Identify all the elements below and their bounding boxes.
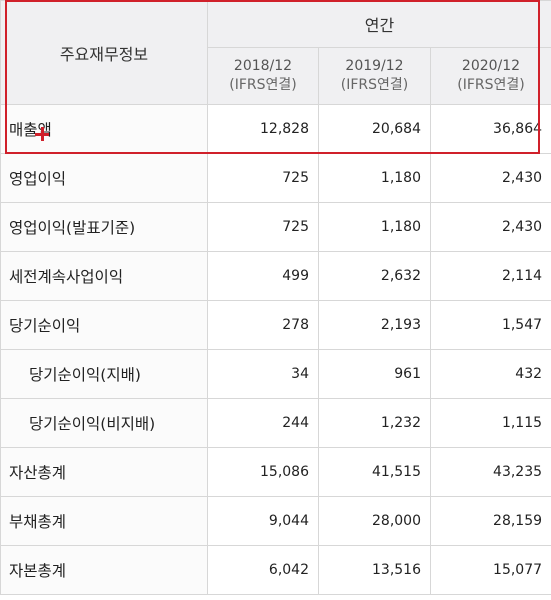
period-header: 연간	[206, 0, 551, 48]
basis-label: (IFRS연결)	[457, 77, 525, 93]
cell-value: 725	[207, 153, 319, 203]
row-label: 영업이익	[0, 153, 208, 203]
row-label: 부채총계	[0, 496, 208, 546]
cell-value: 34	[207, 349, 319, 399]
cell-value: 2,430	[429, 153, 551, 203]
header-row-period: 주요재무정보 연간	[0, 0, 551, 105]
cell-value: 15,077	[429, 545, 551, 595]
year-label: 2020/12	[461, 58, 521, 74]
cell-value: 961	[318, 349, 431, 399]
cell-value: 2,193	[318, 300, 431, 350]
year-header-2019: 2019/12 (IFRS연결)	[318, 47, 431, 105]
cell-value: 13,516	[318, 545, 431, 595]
cell-value: 2,114	[429, 251, 551, 301]
table-row-net-income-controlling: 당기순이익(지배) 34 961 432	[0, 349, 551, 399]
table-row-pretax-income: 세전계속사업이익 499 2,632 2,114	[0, 251, 551, 301]
row-label: 자본총계	[0, 545, 208, 595]
row-label: 자산총계	[0, 447, 208, 497]
cell-value: 725	[207, 202, 319, 252]
cell-value: 6,042	[207, 545, 319, 595]
corner-header: 주요재무정보	[0, 0, 208, 105]
basis-label: (IFRS연결)	[340, 77, 409, 93]
row-label: 당기순이익(비지배)	[0, 398, 208, 448]
row-label: 당기순이익	[0, 300, 208, 350]
table-row-net-income-noncontrolling: 당기순이익(비지배) 244 1,232 1,115	[0, 398, 551, 448]
cell-value: 499	[207, 251, 319, 301]
cell-value: 9,044	[207, 496, 319, 546]
row-label: 매출액	[0, 104, 208, 154]
cell-value: 2,632	[318, 251, 431, 301]
cell-value: 278	[207, 300, 319, 350]
cell-value: 432	[429, 349, 551, 399]
cell-value: 1,232	[318, 398, 431, 448]
row-label: 당기순이익(지배)	[0, 349, 208, 399]
table-row-operating-income-reported: 영업이익(발표기준) 725 1,180 2,430	[0, 202, 551, 252]
cell-value: 1,180	[318, 153, 431, 203]
cell-value: 2,430	[429, 202, 551, 252]
year-header-2018: 2018/12 (IFRS연결)	[207, 47, 319, 105]
year-label: 2018/12	[233, 58, 293, 74]
table-row-total-equity: 자본총계 6,042 13,516 15,077	[0, 545, 551, 595]
table-row-operating-income: 영업이익 725 1,180 2,430	[0, 153, 551, 203]
cell-value: 12,828	[207, 104, 319, 154]
cell-value: 36,864	[429, 104, 551, 154]
table-row-net-income: 당기순이익 278 2,193 1,547	[0, 300, 551, 350]
cell-value: 20,684	[318, 104, 431, 154]
cell-value: 1,547	[429, 300, 551, 350]
cell-value: 28,000	[318, 496, 431, 546]
cell-value: 1,115	[429, 398, 551, 448]
year-label: 2019/12	[345, 58, 404, 74]
cell-value: 41,515	[318, 447, 431, 497]
cell-value: 28,159	[429, 496, 551, 546]
row-label: 세전계속사업이익	[0, 251, 208, 301]
table-row-revenue: 매출액 12,828 20,684 36,864	[0, 104, 551, 154]
cell-value: 1,180	[318, 202, 431, 252]
row-label: 영업이익(발표기준)	[0, 202, 208, 252]
cell-value: 43,235	[429, 447, 551, 497]
year-header-2020: 2020/12 (IFRS연결)	[429, 47, 551, 105]
basis-label: (IFRS연결)	[229, 77, 297, 93]
cell-value: 244	[207, 398, 319, 448]
table-row-total-liabilities: 부채총계 9,044 28,000 28,159	[0, 496, 551, 546]
cell-value: 15,086	[207, 447, 319, 497]
header-row-years: 2018/12 (IFRS연결) 2019/12 (IFRS연결) 2020/1…	[1, 47, 551, 105]
table-row-total-assets: 자산총계 15,086 41,515 43,235	[0, 447, 551, 497]
